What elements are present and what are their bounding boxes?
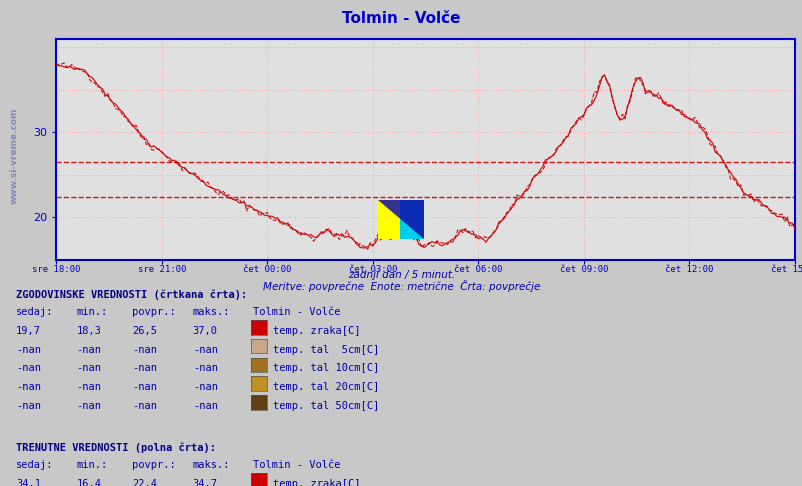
Text: min.:: min.: xyxy=(76,307,107,316)
Text: zadnji dan / 5 minut.: zadnji dan / 5 minut. xyxy=(347,270,455,280)
Text: Tolmin - Volče: Tolmin - Volče xyxy=(253,307,340,316)
Text: temp. tal 50cm[C]: temp. tal 50cm[C] xyxy=(273,401,379,411)
Text: -nan: -nan xyxy=(16,345,41,355)
Text: temp. tal 10cm[C]: temp. tal 10cm[C] xyxy=(273,364,379,373)
Text: čet 12:00: čet 12:00 xyxy=(664,265,713,274)
Text: 22,4: 22,4 xyxy=(132,479,157,486)
Text: temp. zraka[C]: temp. zraka[C] xyxy=(273,326,360,336)
Text: čet 09:00: čet 09:00 xyxy=(559,265,607,274)
Text: -nan: -nan xyxy=(132,364,157,373)
Text: -nan: -nan xyxy=(192,401,217,411)
Text: -nan: -nan xyxy=(76,345,101,355)
Text: maks.:: maks.: xyxy=(192,307,230,316)
Bar xyxy=(378,201,399,239)
Text: temp. zraka[C]: temp. zraka[C] xyxy=(273,479,360,486)
Text: sedaj:: sedaj: xyxy=(16,307,54,316)
Text: čet 00:00: čet 00:00 xyxy=(243,265,291,274)
Text: temp. tal 20cm[C]: temp. tal 20cm[C] xyxy=(273,382,379,392)
Text: ZGODOVINSKE VREDNOSTI (črtkana črta):: ZGODOVINSKE VREDNOSTI (črtkana črta): xyxy=(16,289,247,300)
Text: -nan: -nan xyxy=(132,345,157,355)
Text: TRENUTNE VREDNOSTI (polna črta):: TRENUTNE VREDNOSTI (polna črta): xyxy=(16,442,216,453)
Text: sre 18:00: sre 18:00 xyxy=(32,265,80,274)
Text: -nan: -nan xyxy=(192,364,217,373)
Text: 34,7: 34,7 xyxy=(192,479,217,486)
Text: -nan: -nan xyxy=(132,401,157,411)
Text: temp. tal  5cm[C]: temp. tal 5cm[C] xyxy=(273,345,379,355)
Text: Tolmin - Volče: Tolmin - Volče xyxy=(342,11,460,26)
Text: -nan: -nan xyxy=(192,345,217,355)
Text: 18,3: 18,3 xyxy=(76,326,101,336)
Text: Tolmin - Volče: Tolmin - Volče xyxy=(253,460,340,469)
Text: min.:: min.: xyxy=(76,460,107,469)
Text: -nan: -nan xyxy=(16,401,41,411)
Text: -nan: -nan xyxy=(132,382,157,392)
Text: povpr.:: povpr.: xyxy=(132,460,176,469)
Text: maks.:: maks.: xyxy=(192,460,230,469)
Text: čet 06:00: čet 06:00 xyxy=(454,265,502,274)
Polygon shape xyxy=(378,200,423,239)
Text: -nan: -nan xyxy=(16,382,41,392)
Text: 16,4: 16,4 xyxy=(76,479,101,486)
Text: -nan: -nan xyxy=(16,364,41,373)
Text: sedaj:: sedaj: xyxy=(16,460,54,469)
Bar xyxy=(399,201,423,239)
Text: www.si-vreme.com: www.si-vreme.com xyxy=(10,107,18,204)
Text: sre 21:00: sre 21:00 xyxy=(137,265,186,274)
Text: povpr.:: povpr.: xyxy=(132,307,176,316)
Text: 34,1: 34,1 xyxy=(16,479,41,486)
Text: -nan: -nan xyxy=(76,401,101,411)
Text: -nan: -nan xyxy=(76,364,101,373)
Text: Meritve: povprečne  Enote: metrične  Črta: povprečje: Meritve: povprečne Enote: metrične Črta:… xyxy=(262,280,540,292)
Text: čet 15:00: čet 15:00 xyxy=(770,265,802,274)
Text: -nan: -nan xyxy=(76,382,101,392)
Text: 19,7: 19,7 xyxy=(16,326,41,336)
Text: 26,5: 26,5 xyxy=(132,326,157,336)
Text: -nan: -nan xyxy=(192,382,217,392)
Text: 37,0: 37,0 xyxy=(192,326,217,336)
Text: čet 03:00: čet 03:00 xyxy=(348,265,396,274)
